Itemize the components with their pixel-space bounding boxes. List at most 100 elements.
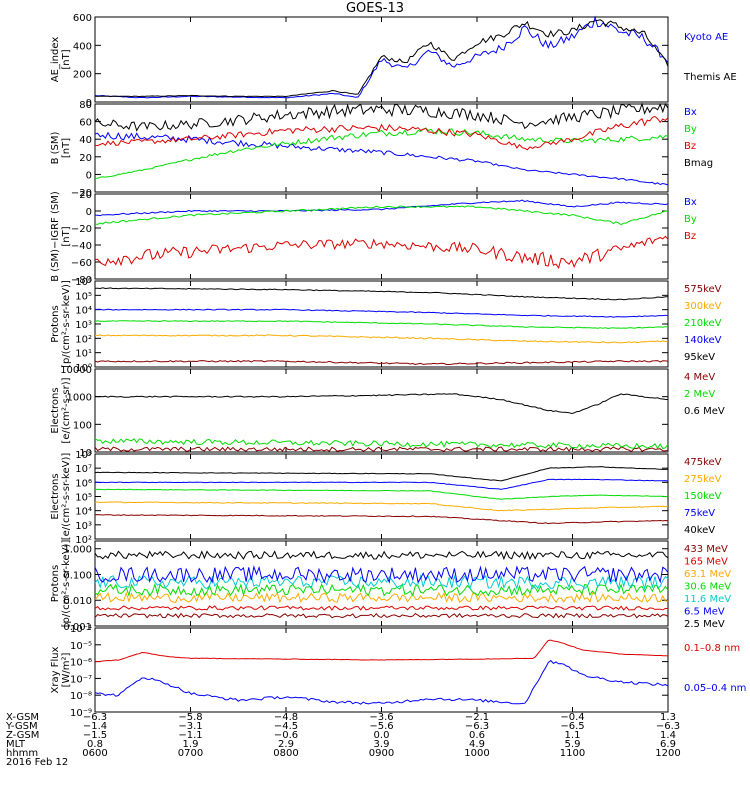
y-tick-label: 0 xyxy=(86,98,92,109)
y-tick-label: 10³ xyxy=(75,521,92,532)
y-tick-label: 60 xyxy=(79,118,92,129)
x-axis-row-label: Y-GSM xyxy=(5,721,38,732)
panel-frame-xray xyxy=(94,627,669,713)
legend-entry: 4 MeV xyxy=(684,372,715,383)
series-line-protons_mev xyxy=(94,550,669,561)
x-axis-row-label: MLT xyxy=(6,739,26,750)
x-axis-row-value: −1.1 xyxy=(178,730,202,741)
series-line-bsm xyxy=(94,115,669,151)
x-axis-row-value: 0900 xyxy=(369,748,394,759)
legend-entry: Bx xyxy=(684,107,697,118)
y-tick-label: −40 xyxy=(71,241,92,252)
legend-entry: 150keV xyxy=(684,491,722,502)
y-tick-label: −20 xyxy=(71,224,92,235)
x-axis-row-value: −3.6 xyxy=(369,712,393,723)
legend-entry: 11.6 MeV xyxy=(684,594,731,605)
x-axis-row-value: 1000 xyxy=(464,748,489,759)
legend-entry: 75keV xyxy=(684,508,715,519)
y-tick-label: 80 xyxy=(79,100,92,111)
series-line-protons_kev xyxy=(94,360,669,366)
y-axis-label: B (SM) xyxy=(50,131,61,164)
y-axis-label: Protons xyxy=(50,565,61,602)
series-line-bigrf xyxy=(94,235,669,269)
series-line-protons_mev xyxy=(94,574,669,591)
x-axis-row-value: −4.5 xyxy=(274,721,298,732)
y-tick-label: 40 xyxy=(79,135,92,146)
x-axis-row-value: 1.1 xyxy=(565,730,581,741)
x-axis-row-value: 4.9 xyxy=(469,739,485,750)
y-tick-label: 0 xyxy=(86,207,92,218)
y-tick-label: 20 xyxy=(79,190,92,201)
y-tick-label: 10⁷ xyxy=(75,464,92,475)
legend-entry: Bz xyxy=(684,231,696,242)
y-tick-label: 10⁻⁶ xyxy=(70,658,92,669)
y-tick-label: −80 xyxy=(71,275,92,286)
y-tick-label: −20 xyxy=(71,188,92,199)
legend-entry: 210keV xyxy=(684,318,722,329)
series-line-bigrf xyxy=(94,199,669,217)
series-line-bsm xyxy=(94,102,669,132)
y-axis-label: Protons xyxy=(50,305,61,342)
x-axis-row-value: −6.5 xyxy=(560,721,584,732)
y-tick-label: 0 xyxy=(86,170,92,181)
y-tick-label: 10⁻⁷ xyxy=(70,674,92,685)
legend-entry: By xyxy=(684,124,697,135)
y-tick-label: 0.001 xyxy=(63,622,92,633)
legend-entry: 433 MeV xyxy=(684,544,728,555)
series-line-xray xyxy=(95,639,669,663)
legend-entry: 140keV xyxy=(684,335,722,346)
x-axis-row-value: −6.3 xyxy=(465,721,489,732)
x-axis-row-value: −0.4 xyxy=(560,712,584,723)
x-axis-row-label: Z-GSM xyxy=(6,730,39,741)
y-tick-label: 10⁸ xyxy=(75,450,92,461)
x-axis-row-label: hhmm xyxy=(6,748,38,759)
series-line-protons_mev xyxy=(94,565,669,584)
legend-entry: 0.05–0.4 nm xyxy=(684,683,746,694)
legend-entry: 0.1–0.8 nm xyxy=(684,643,740,654)
x-axis-row-value: 0.8 xyxy=(87,739,103,750)
x-axis-row-value: −1.4 xyxy=(83,721,107,732)
y-tick-label: 10² xyxy=(75,334,92,345)
panel-frame-bsm xyxy=(94,103,669,193)
legend-entry: 40keV xyxy=(684,525,715,536)
x-axis-row-value: 5.9 xyxy=(565,739,581,750)
y-axis-label: [p/(cm²-s-sr-keV)] xyxy=(61,280,72,368)
date-label: 2016 Feb 12 xyxy=(6,757,68,768)
x-axis-row-value: 6.9 xyxy=(660,739,676,750)
y-tick-label: 0.100 xyxy=(63,570,92,581)
legend-entry: 95keV xyxy=(684,352,715,363)
y-tick-label: 10⁴ xyxy=(75,306,92,317)
series-line-electrons_kev xyxy=(95,478,669,490)
legend-entry: Kyoto AE xyxy=(684,32,728,43)
y-tick-label: 20 xyxy=(79,153,92,164)
y-axis-label: [nT] xyxy=(61,49,72,69)
y-tick-label: 1.000 xyxy=(63,545,92,556)
x-axis-row-value: 2.9 xyxy=(278,739,294,750)
y-axis-label: [e/(cm²-s-sr-keV)] xyxy=(61,453,72,541)
x-axis-row-value: −2.1 xyxy=(465,712,489,723)
x-axis-row-value: 0800 xyxy=(273,748,298,759)
x-axis-row-value: −0.6 xyxy=(274,730,298,741)
x-axis-row-value: −1.5 xyxy=(83,730,107,741)
y-tick-label: 10⁻⁵ xyxy=(70,641,92,652)
legend-entry: 63.1 MeV xyxy=(684,569,731,580)
y-tick-label: 100 xyxy=(73,420,92,431)
y-axis-label: [W/m²] xyxy=(61,652,72,687)
series-line-bsm xyxy=(94,131,669,186)
x-axis-row-label: X-GSM xyxy=(6,712,39,723)
series-line-protons_kev xyxy=(94,320,669,330)
x-axis-row-value: −5.8 xyxy=(178,712,202,723)
y-axis-label: [nT] xyxy=(61,226,72,246)
x-axis-row-value: 1.9 xyxy=(183,739,199,750)
y-tick-label: 10⁻⁸ xyxy=(70,691,92,702)
y-axis-label: [e/(cm²-s-sr)] xyxy=(61,377,72,443)
y-axis-label: [p/(cm²-s-sr-keV)] xyxy=(61,540,72,628)
legend-entry: Themis AE xyxy=(683,72,737,83)
legend-entry: 30.6 MeV xyxy=(684,582,731,593)
x-axis-row-value: 1200 xyxy=(655,748,680,759)
y-axis-label: Xray Flux xyxy=(50,646,61,693)
x-axis-row-value: −5.6 xyxy=(369,721,393,732)
legend-entry: Bmag xyxy=(684,158,713,169)
legend-entry: 575keV xyxy=(684,284,722,295)
x-axis-row-value: 1.4 xyxy=(660,730,676,741)
